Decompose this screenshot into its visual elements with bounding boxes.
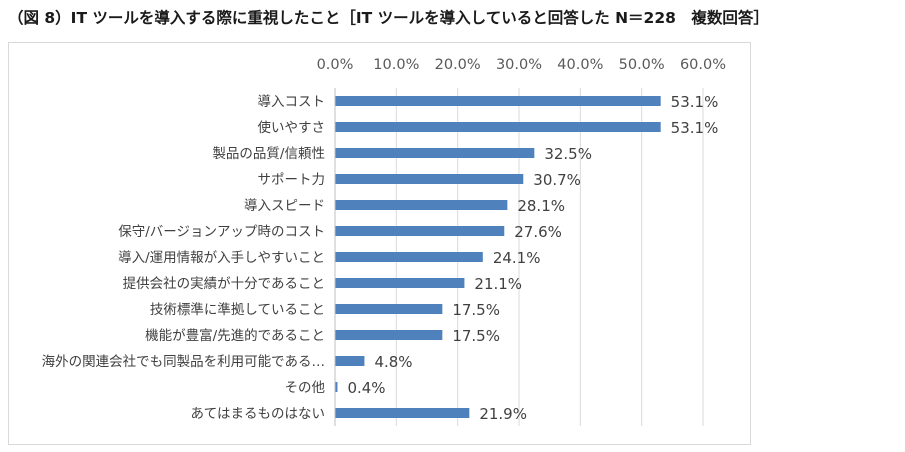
bar [335, 226, 505, 236]
data-label: 28.1% [517, 197, 565, 215]
category-label: 海外の関連会社でも同製品を利用可能である… [42, 354, 325, 370]
data-label: 53.1% [671, 119, 719, 137]
category-label: その他 [285, 380, 326, 396]
x-tick-label: 40.0% [557, 57, 603, 73]
chart-frame: 0.0% 10.0% 20.0% 30.0% 40.0% 50.0% 60.0% 導入コスト 5… [8, 42, 751, 445]
bar [335, 122, 661, 132]
x-tick-label: 50.0% [619, 57, 665, 73]
category-label: あてはまるものはない [191, 406, 325, 422]
x-tick-label: 60.0% [680, 57, 726, 73]
bar [335, 408, 470, 418]
data-label: 17.5% [452, 327, 500, 345]
bar-chart: 0.0% 10.0% 20.0% 30.0% 40.0% 50.0% 60.0% 導入コスト 5… [42, 57, 726, 426]
category-label: 導入/運用情報が入手しやすいこと [118, 250, 325, 266]
x-tick-label: 30.0% [496, 57, 542, 73]
bar [335, 382, 338, 392]
data-label: 21.9% [479, 405, 527, 423]
bar [335, 278, 465, 288]
category-label: 機能が豊富/先進的であること [145, 327, 325, 344]
category-label: サポート力 [258, 172, 326, 188]
category-label: 導入コスト [258, 94, 326, 110]
data-label: 53.1% [671, 93, 719, 111]
bar [335, 200, 508, 210]
data-label: 32.5% [544, 145, 592, 163]
bar [335, 174, 524, 184]
x-tick-label: 10.0% [373, 57, 419, 73]
category-label: 提供会社の実績が十分であること [123, 276, 325, 292]
category-label: 使いやすさ [258, 119, 326, 136]
data-label: 17.5% [452, 301, 500, 319]
bar [335, 96, 661, 106]
category-label: 技術標準に準拠していること [150, 302, 325, 318]
data-label: 21.1% [474, 275, 522, 293]
data-label: 30.7% [533, 171, 581, 189]
data-label: 27.6% [514, 223, 562, 241]
data-label: 24.1% [493, 249, 541, 267]
category-label: 導入スピード [244, 198, 325, 214]
category-label: 保守/バージョンアップ時のコスト [118, 224, 325, 240]
data-label: 0.4% [347, 379, 385, 397]
bar [335, 304, 443, 314]
category-label: 製品の品質/信頼性 [212, 146, 325, 162]
bar [335, 356, 365, 366]
bar [335, 252, 483, 262]
x-tick-label: 20.0% [435, 57, 481, 73]
page-title: （図 8）IT ツールを導入する際に重視したこと［IT ツールを導入していると回… [8, 9, 769, 27]
bar [335, 330, 443, 340]
x-tick-label: 0.0% [317, 57, 354, 73]
bar [335, 148, 535, 158]
data-label: 4.8% [374, 353, 412, 371]
